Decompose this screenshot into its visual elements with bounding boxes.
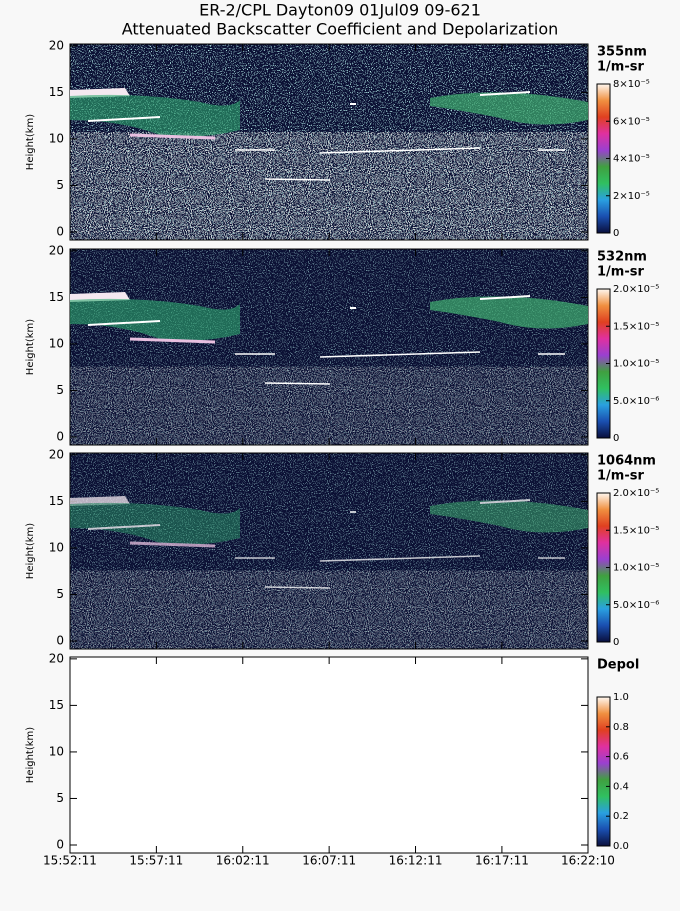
colorbar-tick-label: 0 <box>613 433 619 444</box>
x-tick-label: 15:52:11 <box>43 854 97 868</box>
y-tick-label: 0 <box>56 429 64 443</box>
colorbar-tick-label: 4×10⁻⁵ <box>613 154 650 165</box>
colorbar-tick-label: 2×10⁻⁵ <box>613 191 650 202</box>
plot-background <box>70 657 588 853</box>
y-tick-label: 5 <box>56 791 64 805</box>
backscatter-speckle <box>70 366 588 445</box>
colorbar-tick-label: 0.2 <box>613 811 629 822</box>
backscatter-speckle <box>70 570 588 649</box>
y-tick-label: 20 <box>49 243 64 257</box>
colorbar-tick-label: 1.0 <box>613 692 629 703</box>
x-tick-label: 16:07:11 <box>302 854 356 868</box>
y-tick-label: 15 <box>49 494 64 508</box>
title: ER-2/CPL Dayton09 01Jul09 09-621 <box>199 1 481 20</box>
y-tick-label: 0 <box>56 224 64 238</box>
x-tick-label: 15:57:11 <box>129 854 183 868</box>
colorbar-label: 532nm <box>597 250 647 265</box>
x-tick-label: 16:17:11 <box>475 854 529 868</box>
y-tick-label: 5 <box>56 178 64 192</box>
y-tick-label: 20 <box>49 447 64 461</box>
y-tick-label: 5 <box>56 383 64 397</box>
y-tick-label: 10 <box>49 744 64 758</box>
y-tick-label: 0 <box>56 633 64 647</box>
y-tick-label: 15 <box>49 698 64 712</box>
y-tick-label: 15 <box>49 85 64 99</box>
colorbar-tick-label: 1.5×10⁻⁵ <box>613 321 659 332</box>
y-tick-label: 20 <box>49 38 64 52</box>
colorbar-tick-label: 2.0×10⁻⁵ <box>613 488 659 499</box>
colorbar-tick-label: 2.0×10⁻⁵ <box>613 284 659 295</box>
colorbar <box>596 696 611 847</box>
colorbar-tick-label: 1.0×10⁻⁵ <box>613 563 659 574</box>
colorbar-tick-label: 5.0×10⁻⁶ <box>613 396 659 407</box>
y-tick-label: 15 <box>49 290 64 304</box>
y-axis-label: Height(km) <box>25 523 36 579</box>
y-tick-label: 10 <box>49 131 64 145</box>
title: Attenuated Backscatter Coefficient and D… <box>122 20 559 39</box>
x-tick-label: 16:22:10 <box>561 854 615 868</box>
colorbar-tick-label: 0.8 <box>613 722 629 733</box>
colorbar-label: 355nm <box>597 45 647 60</box>
colorbar-tick-label: 1.5×10⁻⁵ <box>613 525 659 536</box>
y-tick-label: 0 <box>56 837 64 851</box>
colorbar-tick-label: 0 <box>613 637 619 648</box>
y-axis-label: Height(km) <box>25 319 36 375</box>
y-tick-label: 10 <box>49 336 64 350</box>
colorbar-label: Depol <box>597 658 639 673</box>
colorbar-tick-label: 1.0×10⁻⁵ <box>613 359 659 370</box>
x-tick-label: 16:02:11 <box>216 854 270 868</box>
colorbar-tick-label: 6×10⁻⁵ <box>613 116 650 127</box>
colorbar-tick-label: 0 <box>613 228 619 239</box>
colorbar-label: 1/m-sr <box>597 265 644 280</box>
y-tick-label: 10 <box>49 540 64 554</box>
y-tick-label: 20 <box>49 651 64 665</box>
backscatter-speckle <box>70 132 588 240</box>
colorbar-label: 1064nm <box>597 454 656 469</box>
y-axis-label: Height(km) <box>25 727 36 783</box>
colorbar-label: 1/m-sr <box>597 60 644 75</box>
colorbar-tick-label: 0.4 <box>613 781 629 792</box>
y-tick-label: 5 <box>56 587 64 601</box>
colorbar-tick-label: 8×10⁻⁵ <box>613 79 650 90</box>
colorbar-tick-label: 0.0 <box>613 841 629 852</box>
colorbar-tick-label: 5.0×10⁻⁶ <box>613 600 659 611</box>
colorbar-tick-label: 0.6 <box>613 752 629 763</box>
colorbar-label: 1/m-sr <box>597 469 644 484</box>
y-axis-label: Height(km) <box>25 114 36 170</box>
x-tick-label: 16:12:11 <box>389 854 443 868</box>
